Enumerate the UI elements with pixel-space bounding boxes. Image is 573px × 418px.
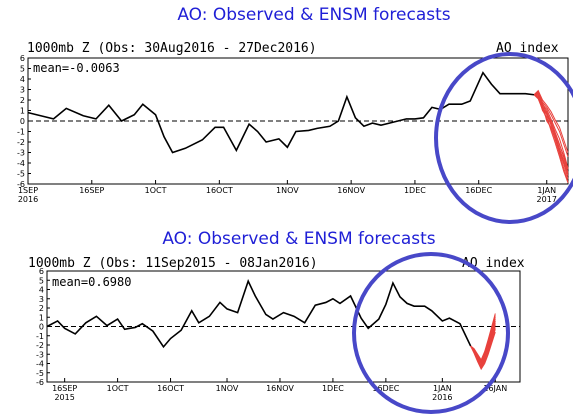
chart-subtitle: 1000mb Z (Obs: 30Aug2016 - 27Dec2016) xyxy=(27,41,317,56)
forecast-member-line xyxy=(533,93,569,170)
x-tick-label: 1DEC xyxy=(322,384,344,393)
y-tick-label: 2 xyxy=(20,96,25,105)
y-tick-label: 3 xyxy=(20,86,25,95)
panel-top: AO: Observed & ENSM forecasts 1000mb Z (… xyxy=(17,5,569,204)
x-tick-label: 16DEC xyxy=(465,186,492,195)
chart-title: AO: Observed & ENSM forecasts xyxy=(177,5,450,25)
y-tick-label: 1 xyxy=(39,313,44,322)
x-tick-year-label: 2015 xyxy=(54,393,74,402)
x-tick-label: 1OCT xyxy=(145,186,167,195)
forecast-member-line xyxy=(533,94,569,174)
y-tick-label: 4 xyxy=(20,75,25,84)
forecast-members xyxy=(533,89,569,184)
x-tick-label: 16DEC xyxy=(372,384,399,393)
y-tick-label: 4 xyxy=(39,286,44,295)
x-tick-label: 16NOV xyxy=(266,384,294,393)
panel-bottom: AO: Observed & ENSM forecasts 1000mb Z (… xyxy=(28,229,525,402)
x-tick-year-label: 2016 xyxy=(18,195,38,204)
y-tick-label: 3 xyxy=(39,295,44,304)
x-tick-label: 1JAN xyxy=(537,186,556,195)
forecast-member-line xyxy=(470,329,496,370)
observed-series-line xyxy=(27,71,535,154)
y-tick-label: 5 xyxy=(39,276,44,285)
y-tick-label: -2 xyxy=(17,138,25,147)
y-tick-label: -5 xyxy=(36,369,44,378)
forecast-member-line xyxy=(533,89,569,153)
x-tick-label: 1DEC xyxy=(404,186,426,195)
y-tick-label: -4 xyxy=(17,159,25,168)
x-tick-label: 1SEP xyxy=(18,186,38,195)
index-label: AO index xyxy=(462,256,525,271)
y-tick-label: -6 xyxy=(17,180,25,189)
x-tick-label: 16SEP xyxy=(79,186,104,195)
y-tick-label: -1 xyxy=(36,332,44,341)
forecast-members xyxy=(470,313,496,371)
y-tick-label: 0 xyxy=(39,323,44,332)
highlight-circle-top xyxy=(434,52,573,224)
mean-label: mean=-0.0063 xyxy=(33,61,120,75)
x-tick-label: 16SEP xyxy=(52,384,77,393)
observed-series-line xyxy=(46,279,472,349)
y-axis: 6 54 32 10 -1-2 -3-4 -5-6 xyxy=(17,54,31,189)
forecast-member-line xyxy=(470,315,496,362)
y-tick-label: -3 xyxy=(17,149,25,158)
y-tick-label: 0 xyxy=(20,117,25,126)
y-tick-label: 5 xyxy=(20,65,25,74)
y-tick-label: -5 xyxy=(17,170,25,179)
mean-label: mean=0.6980 xyxy=(52,275,131,289)
y-tick-label: 1 xyxy=(20,107,25,116)
forecast-member-line xyxy=(533,94,569,176)
y-tick-label: -4 xyxy=(36,360,44,369)
y-tick-label: 6 xyxy=(20,54,25,63)
x-tick-year-label: 2016 xyxy=(432,393,452,402)
chart-title: AO: Observed & ENSM forecasts xyxy=(162,229,435,249)
x-tick-label: 1NOV xyxy=(216,384,239,393)
x-tick-label: 1OCT xyxy=(107,384,129,393)
x-tick-label: 1NOV xyxy=(276,186,299,195)
forecast-member-line xyxy=(533,90,569,157)
y-tick-label: 2 xyxy=(39,304,44,313)
x-tick-label: 16OCT xyxy=(157,384,184,393)
chart-subtitle: 1000mb Z (Obs: 11Sep2015 - 08Jan2016) xyxy=(28,256,318,271)
x-tick-label: 16NOV xyxy=(337,186,365,195)
x-tick-label: 1JAN xyxy=(433,384,452,393)
x-tick-label: 16OCT xyxy=(206,186,233,195)
x-tick-year-label: 2017 xyxy=(537,195,557,204)
y-tick-label: -1 xyxy=(17,128,25,137)
y-tick-label: -3 xyxy=(36,350,44,359)
y-tick-label: -2 xyxy=(36,341,44,350)
highlight-circle-bottom xyxy=(352,252,510,414)
y-tick-label: 6 xyxy=(39,267,44,276)
y-tick-label: -6 xyxy=(36,378,44,387)
x-tick-label: 16JAN xyxy=(483,384,507,393)
